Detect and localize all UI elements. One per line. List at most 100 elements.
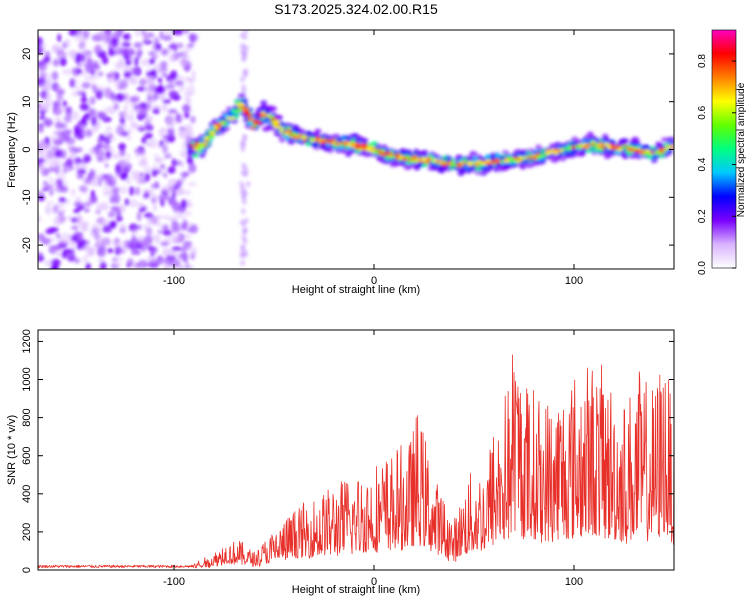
heatmap-cell: [187, 182, 197, 187]
snr-panel: -100 0 100 0 200 400 600 800 1000 1200 Height of…: [6, 329, 675, 596]
heatmap-cell: [608, 139, 616, 144]
heatmap-cell: [182, 142, 189, 151]
heatmap-cell: [322, 138, 328, 142]
heatmap-cell: [100, 30, 110, 35]
heatmap-cell: [243, 169, 249, 176]
heatmap-cell: [249, 126, 256, 130]
heatmap-cell: [105, 126, 113, 132]
heatmap-cell: [97, 112, 108, 120]
heatmap-cell: [138, 159, 148, 168]
heatmap-cell: [146, 228, 151, 234]
heatmap-cell: [273, 124, 279, 129]
heatmap-cell: [97, 136, 103, 147]
colorbar-label: Normalized spectral amplitude: [736, 82, 747, 217]
heatmap-cell: [650, 157, 658, 164]
heatmap-cell: [151, 52, 159, 59]
heatmap-cell: [56, 92, 64, 102]
heatmap-cell: [655, 141, 662, 147]
heatmap-cell: [143, 235, 153, 246]
heatmap-cell: [150, 252, 155, 257]
heatmap-cell: [121, 111, 129, 120]
heatmap-cell: [585, 143, 592, 147]
heatmap-cell: [127, 55, 135, 63]
heatmap-cell: [150, 183, 160, 189]
heatmap-cell: [361, 144, 367, 148]
heatmap-cell: [334, 142, 341, 146]
y-tick-label: 1200: [21, 329, 33, 353]
heatmap-cell: [136, 211, 142, 222]
heatmap-cell: [170, 221, 181, 230]
heatmap-cell: [305, 130, 313, 136]
heatmap-cell: [182, 219, 188, 228]
heatmap-cell: [275, 120, 281, 124]
heatmap-cell: [233, 109, 240, 113]
spectrogram-heatmap: [38, 30, 674, 269]
heatmap-cell: [38, 36, 44, 47]
heatmap-cell: [301, 138, 307, 142]
heatmap-cell: [243, 30, 249, 34]
heatmap-cell: [183, 135, 189, 143]
heatmap-cell: [446, 162, 452, 166]
heatmap-cell: [607, 145, 612, 149]
colorbar-ticks: 0.0 0.2 0.4 0.6 0.8: [697, 54, 736, 275]
heatmap-cell: [535, 144, 542, 150]
heatmap-cell: [601, 136, 610, 142]
heatmap-cell: [114, 186, 120, 195]
heatmap-cell: [47, 61, 54, 66]
heatmap-cell: [152, 104, 162, 110]
heatmap-cell: [398, 158, 403, 162]
heatmap-cell: [38, 233, 43, 242]
heatmap-cell: [48, 176, 54, 184]
heatmap-cell: [265, 105, 274, 111]
heatmap-cell: [66, 165, 71, 172]
heatmap-cell: [75, 213, 83, 224]
heatmap-cell: [240, 105, 246, 109]
heatmap-cell: [184, 123, 193, 134]
heatmap-cell: [223, 113, 229, 118]
heatmap-cell: [254, 116, 261, 121]
heatmap-cell: [137, 48, 143, 57]
heatmap-cell: [239, 219, 245, 226]
heatmap-cell: [489, 161, 495, 165]
heatmap-cell: [168, 54, 177, 63]
heatmap-cell: [239, 181, 244, 188]
heatmap-cell: [494, 159, 500, 163]
heatmap-cell: [626, 151, 632, 156]
heatmap-cell: [60, 89, 66, 95]
heatmap-cell: [302, 136, 307, 140]
heatmap-cell: [129, 237, 140, 247]
heatmap-cell: [127, 128, 132, 135]
heatmap-cell: [204, 136, 209, 140]
y-tick-label: 200: [21, 523, 33, 541]
heatmap-cell: [422, 157, 428, 161]
heatmap-cell: [148, 58, 155, 65]
y-tick-label: 0: [21, 567, 33, 573]
heatmap-cell: [38, 115, 47, 120]
heatmap-cell: [654, 151, 660, 156]
heatmap-cell: [91, 60, 99, 67]
heatmap-cell: [162, 247, 170, 257]
snr-y-axis-label: SNR (10 * v/v): [6, 415, 18, 485]
heatmap-cell: [142, 31, 152, 40]
heatmap-cell: [134, 30, 141, 37]
heatmap-cell: [39, 110, 46, 116]
colorbar-tick-label: 0.6: [697, 105, 708, 119]
heatmap-cell: [97, 257, 106, 263]
heatmap-cell: [41, 237, 51, 245]
heatmap-cell: [123, 104, 128, 114]
heatmap-cell: [118, 204, 126, 213]
y-tick-label: 400: [21, 485, 33, 503]
colorbar-gradient: [711, 29, 737, 269]
heatmap-cell: [115, 246, 123, 254]
colorbar-tick-label: 0.0: [697, 261, 708, 275]
heatmap-cell: [152, 92, 159, 101]
colorbar: 0.0 0.2 0.4 0.6 0.8 Normalized spectral ampl…: [697, 29, 747, 275]
heatmap-cell: [243, 45, 249, 52]
heatmap-cell: [180, 199, 188, 209]
heatmap-cell: [119, 158, 130, 167]
heatmap-cell: [241, 162, 247, 169]
heatmap-cell: [593, 143, 599, 147]
snr-y-ticks: 0 200 400 600 800 1000 1200: [21, 329, 674, 573]
heatmap-cell: [162, 214, 170, 220]
heatmap-cell: [153, 63, 162, 72]
